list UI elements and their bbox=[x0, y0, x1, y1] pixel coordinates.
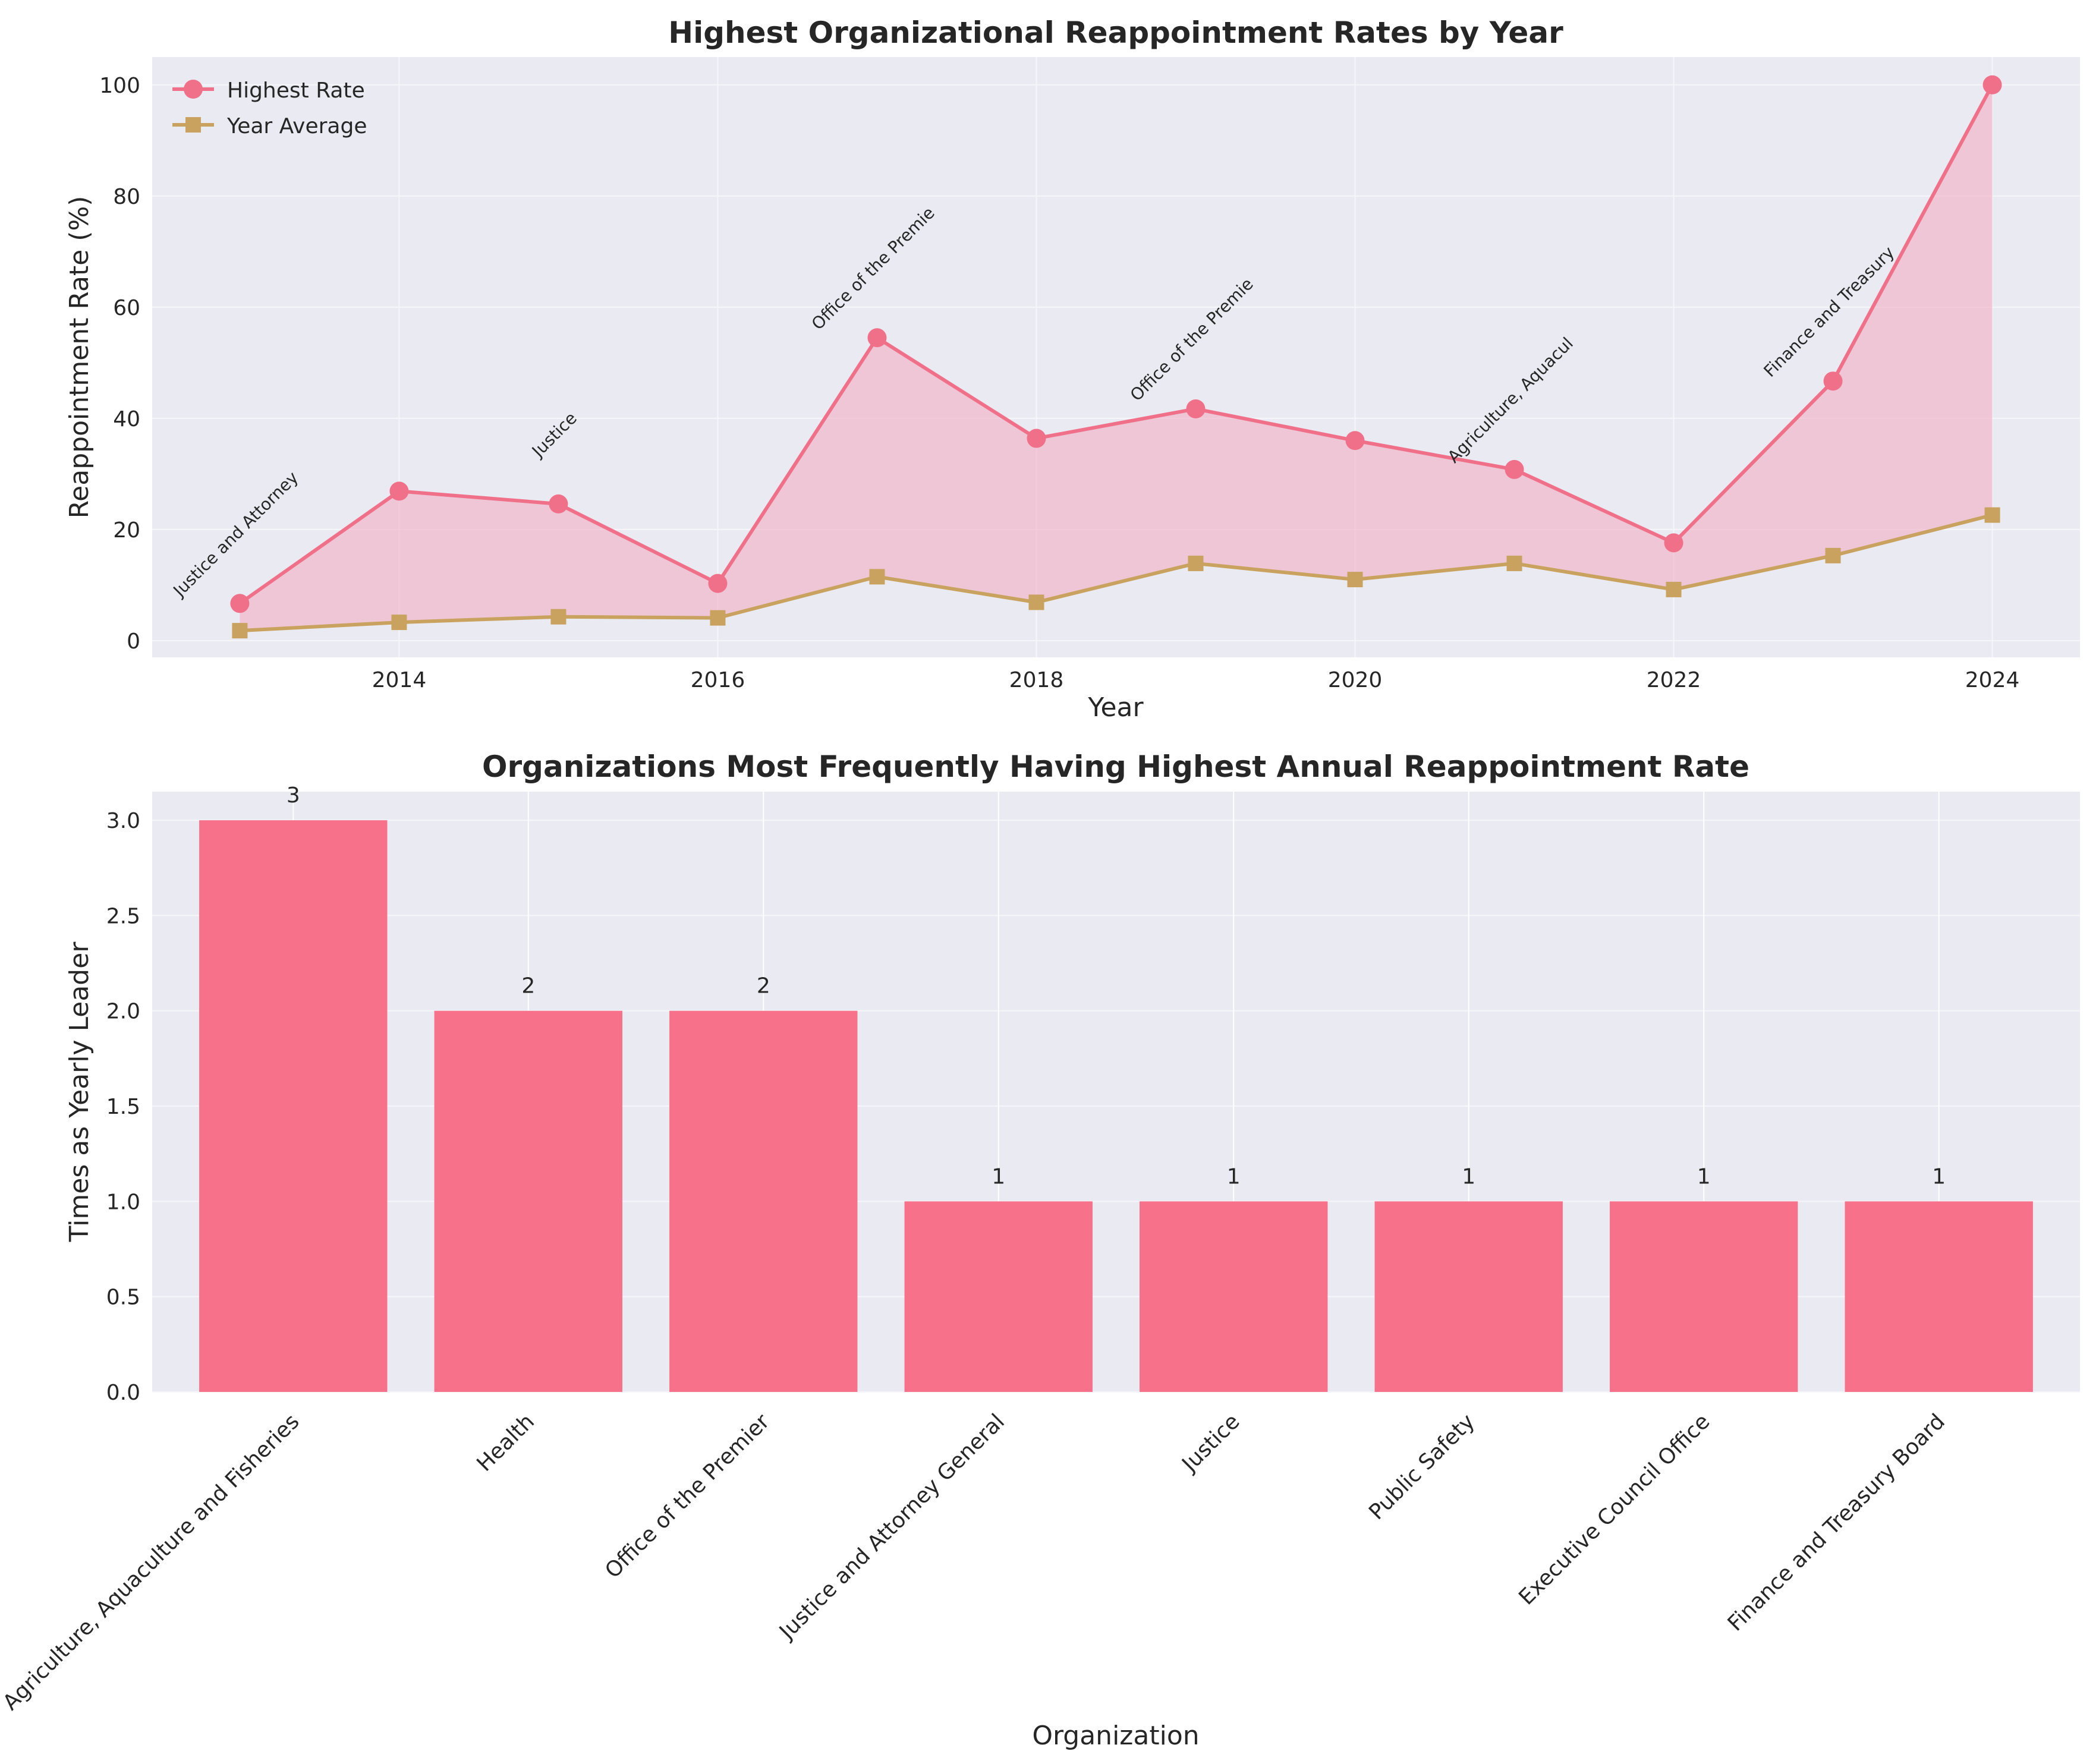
year-average-point bbox=[1825, 547, 1841, 563]
year-average-line bbox=[240, 513, 1993, 633]
x-tick-label: 2020 bbox=[1328, 668, 1383, 692]
year-average-point bbox=[869, 569, 885, 585]
year-average-point bbox=[550, 609, 567, 625]
bar bbox=[1140, 1201, 1328, 1392]
x-tick-label: Health bbox=[473, 1409, 540, 1476]
bar-data-label: 1 bbox=[1697, 1164, 1711, 1189]
bar bbox=[669, 1010, 858, 1392]
legend-highest-rate-label: Highest Rate bbox=[227, 78, 365, 103]
highest-rate-point bbox=[708, 574, 728, 593]
bar-chart-y-axis-label: Times as Yearly Leader bbox=[64, 941, 95, 1243]
highest-rate-point bbox=[1345, 431, 1365, 451]
x-tick-label: 2022 bbox=[1647, 668, 1701, 692]
x-tick-label: Finance and Treasury Board bbox=[1723, 1409, 1950, 1636]
y-tick-label: 1.5 bbox=[106, 1095, 140, 1119]
line-chart-x-ticks: 2014 2016 2018 2020 2022 2024 bbox=[372, 668, 2020, 692]
line-chart-y-ticks: 0 20 40 60 80 100 bbox=[99, 74, 140, 654]
bar-chart-x-ticks: Agriculture, Aquaculture and Fisheries He… bbox=[0, 1409, 1950, 1715]
bar bbox=[1374, 1201, 1563, 1392]
highest-rate-point bbox=[1186, 399, 1206, 418]
bar-data-label: 2 bbox=[521, 974, 535, 998]
highest-vs-average-fill bbox=[240, 84, 1993, 631]
y-tick-label: 0.0 bbox=[106, 1381, 140, 1405]
x-tick-label: 2024 bbox=[1965, 668, 2020, 692]
x-tick-label: Office of the Premier bbox=[600, 1409, 774, 1583]
year-average-point bbox=[1984, 507, 2000, 523]
line-chart-x-axis-label: Year bbox=[1087, 692, 1144, 723]
x-tick-label: Public Safety bbox=[1364, 1409, 1480, 1524]
x-tick-label: 2014 bbox=[372, 668, 427, 692]
highest-rate-point bbox=[867, 328, 887, 348]
bar-chart-x-axis-label: Organization bbox=[1032, 1721, 1199, 1751]
bar bbox=[1610, 1201, 1798, 1392]
bar-data-label: 2 bbox=[757, 974, 770, 998]
y-tick-label: 80 bbox=[113, 185, 140, 209]
line-chart-legend: Highest Rate Year Average bbox=[172, 78, 367, 138]
y-tick-label: 20 bbox=[113, 518, 140, 543]
highest-rate-point bbox=[230, 594, 250, 613]
bar-chart-data-labels: 3 2 2 1 1 1 1 1 bbox=[287, 783, 1946, 1189]
year-average-point bbox=[1506, 555, 1522, 571]
highest-rate-point bbox=[1027, 429, 1046, 448]
bar bbox=[199, 820, 388, 1392]
year-average-point bbox=[1028, 594, 1044, 610]
bar-data-label: 3 bbox=[287, 783, 300, 808]
highest-rate-point bbox=[1823, 371, 1843, 391]
highest-rate-point bbox=[1664, 533, 1683, 553]
bar-data-label: 1 bbox=[992, 1164, 1005, 1189]
year-average-point bbox=[710, 610, 726, 626]
bar-chart-bars bbox=[199, 820, 2033, 1392]
x-tick-label: Justice and Attorney General bbox=[774, 1409, 1009, 1645]
highest-rate-point bbox=[1982, 75, 2002, 94]
highest-rate-line bbox=[238, 84, 1994, 605]
year-average-point bbox=[1347, 572, 1363, 588]
y-tick-label: 60 bbox=[113, 296, 140, 320]
legend-year-average-marker bbox=[185, 117, 201, 133]
highest-rate-point bbox=[1505, 459, 1524, 479]
year-average-point bbox=[1188, 555, 1204, 571]
y-tick-label: 0.5 bbox=[106, 1286, 140, 1310]
y-tick-label: 2.0 bbox=[106, 1000, 140, 1024]
x-tick-label: Executive Council Office bbox=[1514, 1409, 1714, 1609]
year-average-point bbox=[1666, 581, 1682, 597]
x-tick-label: Justice bbox=[1177, 1409, 1245, 1477]
line-chart-title: Highest Organizational Reappointment Rat… bbox=[668, 15, 1563, 50]
bar-chart-y-ticks: 0.0 0.5 1.0 1.5 2.0 2.5 3.0 bbox=[106, 809, 140, 1405]
legend-highest-rate-marker bbox=[184, 80, 203, 99]
y-tick-label: 1.0 bbox=[106, 1190, 140, 1214]
x-tick-label: 2016 bbox=[691, 668, 745, 692]
bar-chart-title: Organizations Most Frequently Having Hig… bbox=[482, 749, 1749, 784]
x-tick-label: Agriculture, Aquaculture and Fisheries bbox=[0, 1409, 304, 1715]
y-tick-label: 3.0 bbox=[106, 809, 140, 833]
bar-chart-panel: 3 2 2 1 1 1 1 1 Agriculture, Aquaculture and Fi… bbox=[0, 749, 2080, 1751]
bar-data-label: 1 bbox=[1462, 1164, 1475, 1189]
line-chart-series bbox=[230, 75, 2002, 639]
y-tick-label: 0 bbox=[127, 629, 140, 654]
year-average-point bbox=[391, 615, 407, 631]
highest-rate-point bbox=[549, 494, 568, 514]
line-chart-y-axis-label: Reappointment Rate (%) bbox=[64, 196, 95, 519]
bar bbox=[434, 1010, 622, 1392]
highest-rate-point bbox=[389, 481, 409, 501]
bar bbox=[904, 1201, 1093, 1392]
bar-data-label: 1 bbox=[1932, 1164, 1946, 1189]
bar-data-label: 1 bbox=[1227, 1164, 1241, 1189]
y-tick-label: 100 bbox=[99, 74, 140, 98]
bar bbox=[1845, 1201, 2033, 1392]
y-tick-label: 40 bbox=[113, 407, 140, 431]
x-tick-label: 2018 bbox=[1009, 668, 1064, 692]
year-average-point bbox=[232, 623, 248, 639]
legend-year-average-label: Year Average bbox=[226, 114, 367, 138]
y-tick-label: 2.5 bbox=[106, 904, 140, 928]
